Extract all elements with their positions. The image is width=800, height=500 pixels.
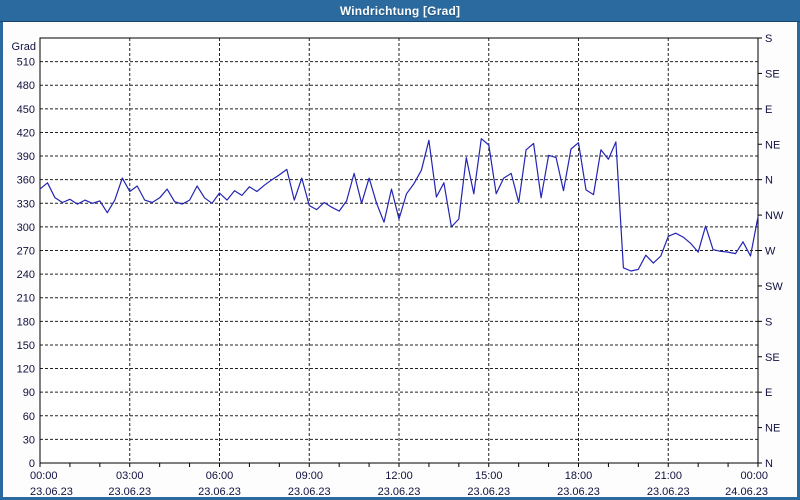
chart-area: Grad 0 30 60 90 120 150 180 210 240 270 300 330 360 39…	[0, 22, 800, 500]
x-axis-time-label: 18:00	[565, 470, 593, 482]
x-axis-date-label: 23.06.23	[467, 486, 510, 497]
y-axis-tick-label: 420	[17, 127, 35, 139]
x-axis-time-label: 09:00	[295, 470, 323, 482]
compass-tick-label: N	[765, 458, 773, 470]
compass-tick-label: E	[765, 104, 772, 116]
y-axis-tick-label: 120	[17, 364, 35, 376]
y-axis-tick-label: 0	[29, 458, 35, 470]
compass-tick-label: NE	[765, 423, 780, 435]
compass-tick-label: W	[765, 246, 776, 258]
x-axis-date-label: 23.06.23	[288, 486, 331, 497]
compass-tick-label: NW	[765, 210, 784, 222]
y-axis-title: Grad	[12, 41, 36, 53]
x-axis-time-label: 00:00	[30, 470, 58, 482]
x-axis-time-label: 03:00	[116, 470, 144, 482]
y-axis-tick-label: 360	[17, 175, 35, 187]
x-axis-date-label: 24.06.23	[725, 486, 768, 497]
y-axis-tick-label: 510	[17, 57, 35, 69]
y-axis-tick-label: 480	[17, 80, 35, 92]
title-bar: Windrichtung [Grad]	[0, 0, 800, 22]
x-axis-date-label: 23.06.23	[647, 486, 690, 497]
x-axis-date-label: 23.06.23	[108, 486, 151, 497]
y-axis-tick-label: 390	[17, 151, 35, 163]
y-axis-tick-label: 450	[17, 104, 35, 116]
compass-tick-label: S	[765, 33, 772, 45]
x-axis-time-label: 21:00	[654, 470, 682, 482]
chart-title: Windrichtung [Grad]	[339, 3, 461, 18]
compass-tick-label: SE	[765, 68, 780, 80]
x-axis-date-label: 23.06.23	[30, 486, 73, 497]
compass-tick-label: SE	[765, 352, 780, 364]
y-axis-tick-label: 270	[17, 246, 35, 258]
compass-tick-label: N	[765, 175, 773, 187]
compass-tick-label: E	[765, 387, 772, 399]
x-axis-time-label: 00:00	[740, 470, 768, 482]
y-axis-tick-label: 240	[17, 269, 35, 281]
x-axis-date-label: 23.06.23	[378, 486, 421, 497]
wind-direction-line	[39, 138, 759, 272]
y-axis-tick-label: 30	[23, 434, 35, 446]
wind-direction-chart: Grad 0 30 60 90 120 150 180 210 240 270 300 330 360 39…	[12, 33, 784, 498]
y-axis-tick-label: 90	[23, 387, 35, 399]
x-axis-time-label: 06:00	[206, 470, 234, 482]
x-axis-date-label: 23.06.23	[557, 486, 600, 497]
y-axis-tick-label: 60	[23, 411, 35, 423]
x-axis-time-label: 12:00	[385, 470, 413, 482]
y-axis-tick-label: 180	[17, 316, 35, 328]
y-axis-tick-label: 300	[17, 222, 35, 234]
y-axis-tick-label: 150	[17, 340, 35, 352]
compass-tick-label: SW	[765, 281, 783, 293]
x-axis-time-label: 15:00	[475, 470, 503, 482]
x-axis-date-label: 23.06.23	[198, 486, 241, 497]
y-axis-tick-label: 330	[17, 198, 35, 210]
y-axis-tick-label: 210	[17, 293, 35, 305]
compass-tick-label: NE	[765, 139, 780, 151]
compass-tick-label: S	[765, 316, 772, 328]
